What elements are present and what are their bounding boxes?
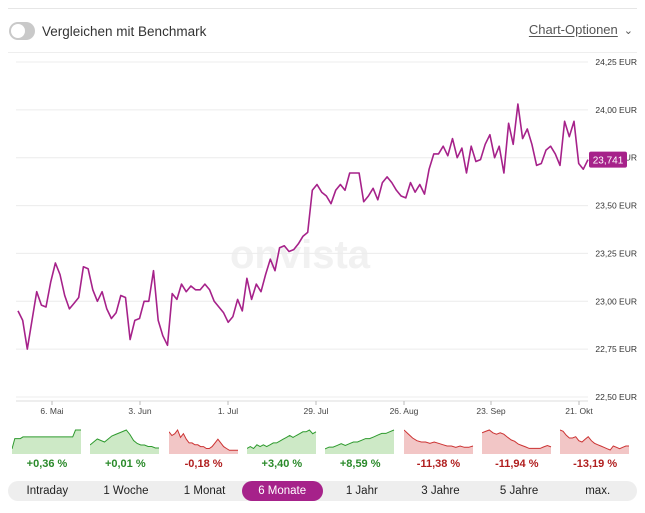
sparkline-area: [481, 430, 551, 454]
range-button-6-monate[interactable]: 6 Monate: [241, 481, 323, 501]
y-tick-label: 23,50 EUR: [595, 201, 637, 211]
chevron-down-icon: ⌄: [623, 25, 633, 37]
sparkline-line: [481, 429, 551, 449]
x-tick-label: 3. Jun: [128, 406, 151, 416]
chart-header: Vergleichen mit Benchmark Chart-Optionen…: [0, 0, 645, 56]
sparkline-7[interactable]: [481, 425, 552, 455]
x-tick-label: 21. Okt: [565, 406, 593, 416]
sparkline-line: [246, 429, 317, 450]
x-tick-label: 26. Aug: [390, 406, 419, 416]
sparkline-line: [12, 429, 81, 450]
sparkline-5[interactable]: [325, 425, 395, 455]
range-button-1-monat[interactable]: 1 Monat: [183, 485, 226, 497]
sparkline-area: [403, 430, 473, 454]
sparkline-4[interactable]: [246, 425, 317, 455]
sparkline-change-label: -13,19 %: [573, 458, 618, 470]
sparkline-change-label: +0,01 %: [104, 458, 146, 470]
sparkline-change-label: +8,59 %: [339, 458, 381, 470]
sparkline-area: [246, 430, 316, 454]
x-tick-label: 1. Jul: [218, 406, 238, 416]
y-tick-label: 24,25 EUR: [595, 57, 637, 67]
sparkline-line: [325, 429, 395, 450]
current-value-label: 23,741: [593, 156, 624, 167]
price-line: [17, 103, 589, 350]
y-tick-label: 22,75 EUR: [595, 344, 637, 354]
sparkline-1[interactable]: [12, 425, 82, 455]
sparkline-change-label: -11,94 %: [495, 458, 539, 470]
range-button-1-jahr[interactable]: 1 Jahr: [345, 485, 378, 497]
current-value-badge: 23,741: [589, 151, 627, 168]
sparkline-8[interactable]: [560, 425, 630, 455]
benchmark-label: Vergleichen mit Benchmark: [42, 24, 207, 39]
range-button-5-jahre[interactable]: 5 Jahre: [499, 485, 539, 497]
sparkline-line: [560, 429, 630, 451]
x-tick-label: 23. Sep: [476, 406, 506, 416]
sparkline-area: [560, 430, 630, 454]
sparkline-change-label: -11,38 %: [416, 458, 461, 470]
toggle-knob: [11, 24, 25, 38]
time-range-selector: Intraday 1 Woche 1 Monat 6 Monate 1 Jahr 3 Ja…: [8, 481, 637, 501]
y-tick-label: 23,00 EUR: [595, 296, 637, 306]
range-button-max[interactable]: max.: [585, 485, 611, 497]
sparkline-area: [90, 430, 160, 454]
x-tick-label: 29. Jul: [303, 406, 328, 416]
top-divider: [8, 8, 637, 9]
sparkline-line: [403, 429, 473, 448]
sparkline-area: [12, 430, 81, 454]
sparkline-3[interactable]: [168, 425, 239, 455]
range-button-1-woche[interactable]: 1 Woche: [103, 485, 149, 497]
sparkline-change-label: +3,40 %: [261, 458, 303, 470]
sparkline-area: [168, 430, 238, 454]
sparkline-line: [168, 428, 238, 451]
chart-options-button[interactable]: Chart-Optionen ⌄: [529, 22, 633, 37]
sparkline-line: [90, 429, 160, 449]
sparkline-change-label: +0,36 %: [26, 458, 68, 470]
sparkline-6[interactable]: [403, 425, 474, 455]
range-button-3-jahre[interactable]: 3 Jahre: [421, 485, 460, 497]
y-tick-label: 22,50 EUR: [595, 392, 637, 402]
benchmark-toggle[interactable]: [9, 22, 35, 40]
y-tick-label: 23,25 EUR: [595, 248, 637, 258]
range-button-intraday[interactable]: Intraday: [26, 485, 69, 497]
y-tick-label: 24,00 EUR: [595, 105, 637, 115]
sparkline-change-label: -0,18 %: [184, 458, 223, 470]
chart-options-label: Chart-Optionen: [528, 22, 618, 37]
sparkline-2[interactable]: [90, 425, 160, 455]
x-tick-label: 6. Mai: [40, 406, 63, 416]
header-divider: [8, 52, 637, 53]
